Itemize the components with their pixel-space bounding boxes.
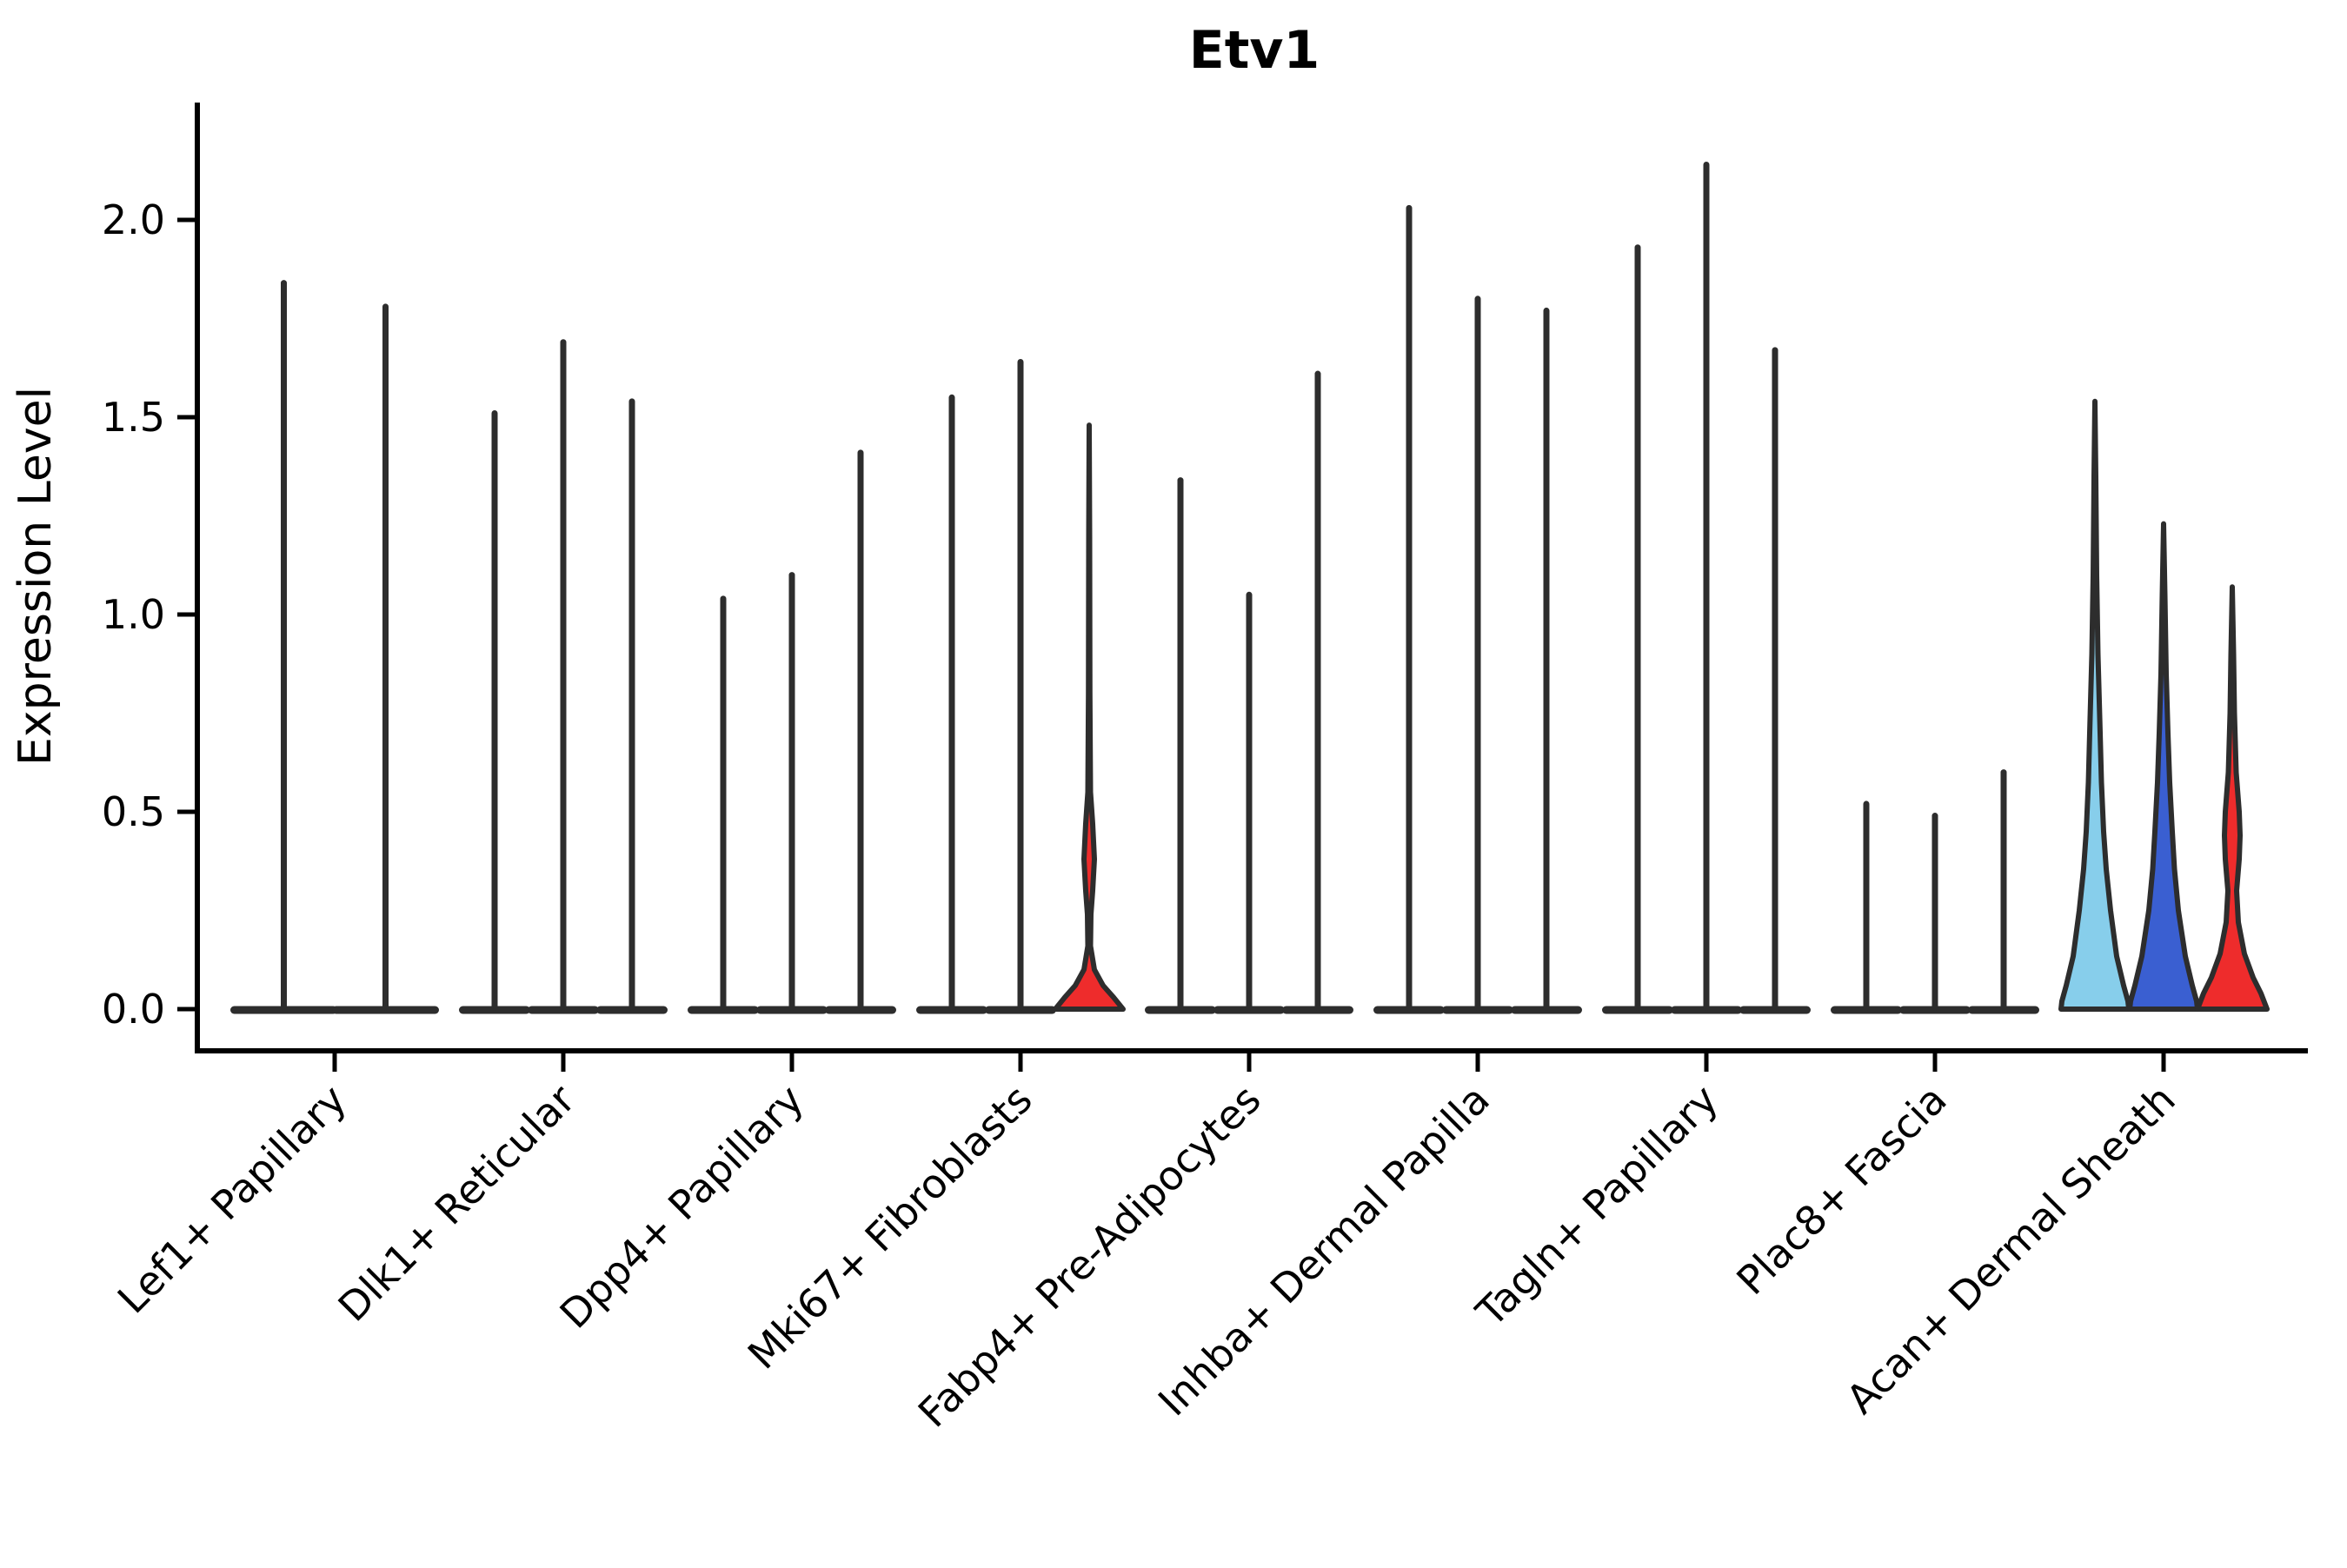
x-tick-label: Tagln+ Papillary [1466,1076,1727,1337]
violin-filled [2127,521,2200,1012]
x-tick-label: Dlk1+ Reticular [329,1076,584,1331]
violin-filled [2195,584,2270,1012]
x-tick-label: Lef1+ Papillary [109,1076,356,1323]
violin-filled [1053,422,1126,1012]
x-tick-label: Dpp4+ Papillary [551,1076,813,1338]
y-tick-label: 2.0 [102,196,165,243]
y-tick-label: 1.5 [102,394,165,441]
violin-filled [2058,398,2131,1012]
y-tick-label: 0.0 [102,986,165,1033]
y-axis-title: Expression Level [10,387,62,766]
x-tick-label: Plac8+ Fascia [1727,1076,1955,1304]
y-tick-label: 1.0 [102,591,165,638]
y-tick-label: 0.5 [102,788,165,835]
chart-title: Etv1 [1189,20,1320,81]
